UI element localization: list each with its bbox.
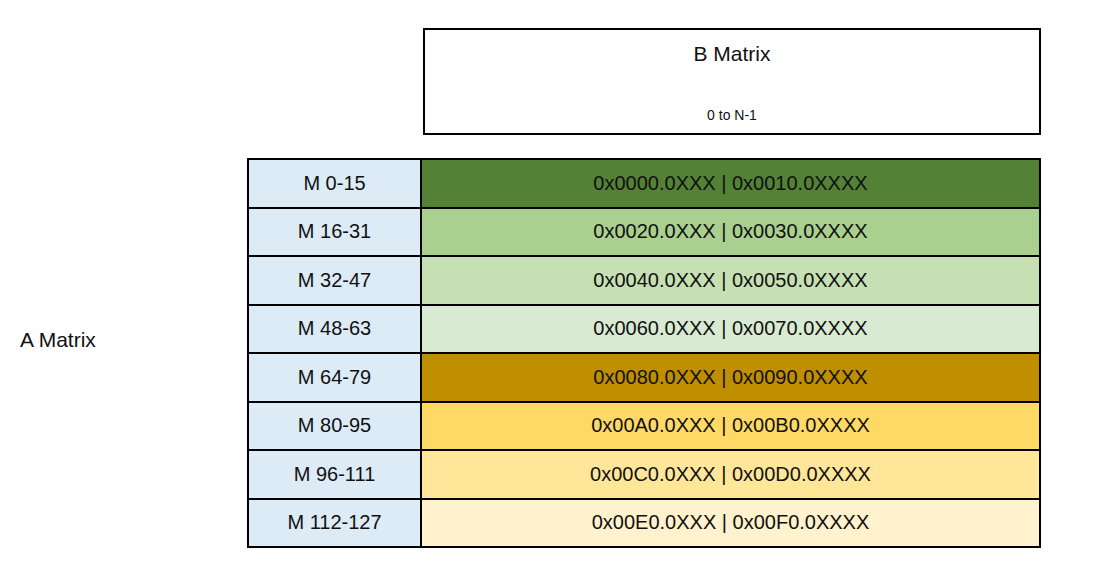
row-address-range: 0x00C0.0XXX | 0x00D0.0XXXX bbox=[422, 451, 1039, 498]
row-label: M 96-111 bbox=[249, 451, 422, 498]
table-row: M 64-79 0x0080.0XXX | 0x0090.0XXXX bbox=[249, 354, 1039, 403]
matrix-mapping-diagram: A Matrix B Matrix 0 to N-1 M 0-15 0x0000… bbox=[0, 0, 1120, 579]
row-label: M 48-63 bbox=[249, 306, 422, 353]
row-address-range: 0x0000.0XXX | 0x0010.0XXXX bbox=[422, 160, 1039, 207]
b-matrix-range-label: 0 to N-1 bbox=[707, 107, 757, 123]
row-address-range: 0x00E0.0XXX | 0x00F0.0XXXX bbox=[422, 500, 1039, 547]
table-row: M 80-95 0x00A0.0XXX | 0x00B0.0XXXX bbox=[249, 403, 1039, 452]
row-label: M 112-127 bbox=[249, 500, 422, 547]
row-address-range: 0x0060.0XXX | 0x0070.0XXXX bbox=[422, 306, 1039, 353]
table-row: M 0-15 0x0000.0XXX | 0x0010.0XXXX bbox=[249, 160, 1039, 209]
table-row: M 32-47 0x0040.0XXX | 0x0050.0XXXX bbox=[249, 257, 1039, 306]
table-row: M 16-31 0x0020.0XXX | 0x0030.0XXXX bbox=[249, 209, 1039, 258]
table-row: M 96-111 0x00C0.0XXX | 0x00D0.0XXXX bbox=[249, 451, 1039, 500]
row-label: M 16-31 bbox=[249, 209, 422, 256]
row-address-range: 0x0020.0XXX | 0x0030.0XXXX bbox=[422, 209, 1039, 256]
table-row: M 112-127 0x00E0.0XXX | 0x00F0.0XXXX bbox=[249, 500, 1039, 547]
row-address-range: 0x00A0.0XXX | 0x00B0.0XXXX bbox=[422, 403, 1039, 450]
a-matrix-label: A Matrix bbox=[20, 326, 200, 354]
row-label: M 0-15 bbox=[249, 160, 422, 207]
address-mapping-table: M 0-15 0x0000.0XXX | 0x0010.0XXXX M 16-3… bbox=[247, 158, 1041, 548]
row-address-range: 0x0040.0XXX | 0x0050.0XXXX bbox=[422, 257, 1039, 304]
b-matrix-box: B Matrix 0 to N-1 bbox=[423, 28, 1041, 135]
row-address-range: 0x0080.0XXX | 0x0090.0XXXX bbox=[422, 354, 1039, 401]
row-label: M 64-79 bbox=[249, 354, 422, 401]
table-row: M 48-63 0x0060.0XXX | 0x0070.0XXXX bbox=[249, 306, 1039, 355]
row-label: M 32-47 bbox=[249, 257, 422, 304]
row-label: M 80-95 bbox=[249, 403, 422, 450]
b-matrix-title: B Matrix bbox=[693, 42, 770, 66]
